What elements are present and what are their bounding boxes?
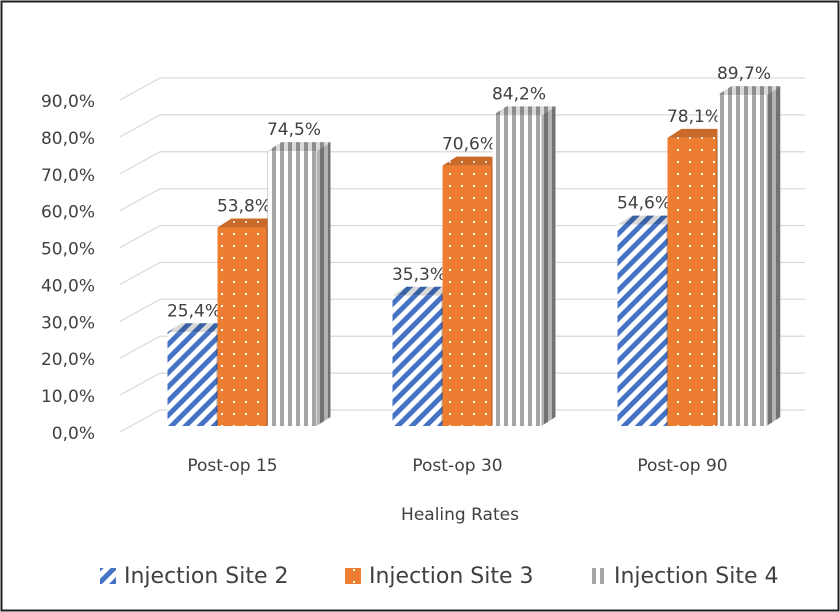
grid-line <box>119 335 805 359</box>
bar <box>717 95 767 427</box>
bar-side-shade <box>766 86 781 427</box>
legend-swatch <box>590 568 606 584</box>
bar <box>217 227 267 426</box>
y-tick-label: 20,0% <box>41 350 95 370</box>
bar <box>392 295 442 426</box>
grid-line <box>119 261 805 285</box>
legend-swatch <box>345 568 361 584</box>
data-label: 84,2% <box>492 84 546 104</box>
y-tick-label: 40,0% <box>41 276 95 296</box>
bar <box>617 224 667 426</box>
bar-top <box>392 286 456 296</box>
grid-line <box>119 114 805 138</box>
grid-line <box>119 188 805 212</box>
bar <box>167 332 217 426</box>
bar-top <box>267 142 331 152</box>
grid-line <box>119 151 805 175</box>
bar-top <box>617 215 681 225</box>
grid-line <box>119 409 805 433</box>
x-tick-label: Post-op 15 <box>187 456 277 476</box>
legend-label: Injection Site 2 <box>124 564 289 589</box>
bar-top-shade <box>267 142 331 152</box>
bar-side <box>316 142 331 426</box>
bar-top <box>492 106 556 116</box>
grid-line <box>119 224 805 249</box>
bar-top-shade <box>442 156 506 166</box>
bar-top <box>667 128 731 138</box>
x-axis-label: Healing Rates <box>401 505 519 525</box>
bar <box>442 165 492 426</box>
y-tick-label: 60,0% <box>41 203 95 223</box>
bar-top-shade <box>667 128 731 138</box>
bar-top <box>717 86 781 96</box>
bar <box>267 151 317 426</box>
bar-top <box>167 323 231 333</box>
y-tick-label: 10,0% <box>41 387 95 407</box>
bar-side-shade <box>541 106 556 426</box>
bar-top <box>442 156 506 166</box>
data-label: 25,4% <box>167 301 221 321</box>
bar-top-shade <box>167 323 231 333</box>
grid-line <box>119 298 805 322</box>
x-tick-label: Post-op 90 <box>637 456 727 476</box>
bar-side <box>541 106 556 426</box>
legend-label: Injection Site 4 <box>614 564 779 589</box>
data-label: 53,8% <box>217 197 271 217</box>
data-label: 89,7% <box>717 64 771 84</box>
y-tick-label: 30,0% <box>41 313 95 333</box>
data-label: 70,6% <box>442 135 496 155</box>
legend-label: Injection Site 3 <box>369 564 534 589</box>
y-tick-label: 70,0% <box>41 166 95 186</box>
data-label: 54,6% <box>617 194 671 214</box>
grid-line <box>119 77 805 101</box>
bar-top-shade <box>492 106 556 116</box>
bar-side-shade <box>316 142 331 426</box>
y-tick-label: 50,0% <box>41 240 95 260</box>
bar <box>492 115 542 426</box>
bar-top-shade <box>617 215 681 225</box>
grid-line <box>119 372 805 396</box>
data-label: 74,5% <box>267 120 321 140</box>
bar-top-shade <box>717 86 781 96</box>
legend-swatch <box>100 568 116 584</box>
y-tick-label: 0,0% <box>52 424 95 444</box>
bar <box>667 137 717 427</box>
bar-top-shade <box>217 218 281 228</box>
x-tick-label: Post-op 30 <box>412 456 502 476</box>
bar-top <box>217 218 281 228</box>
bar-side <box>766 86 781 427</box>
data-label: 35,3% <box>392 265 446 285</box>
y-tick-label: 80,0% <box>41 129 95 149</box>
y-tick-label: 90,0% <box>41 92 95 112</box>
bar-top-shade <box>392 286 456 296</box>
data-label: 78,1% <box>667 107 721 127</box>
